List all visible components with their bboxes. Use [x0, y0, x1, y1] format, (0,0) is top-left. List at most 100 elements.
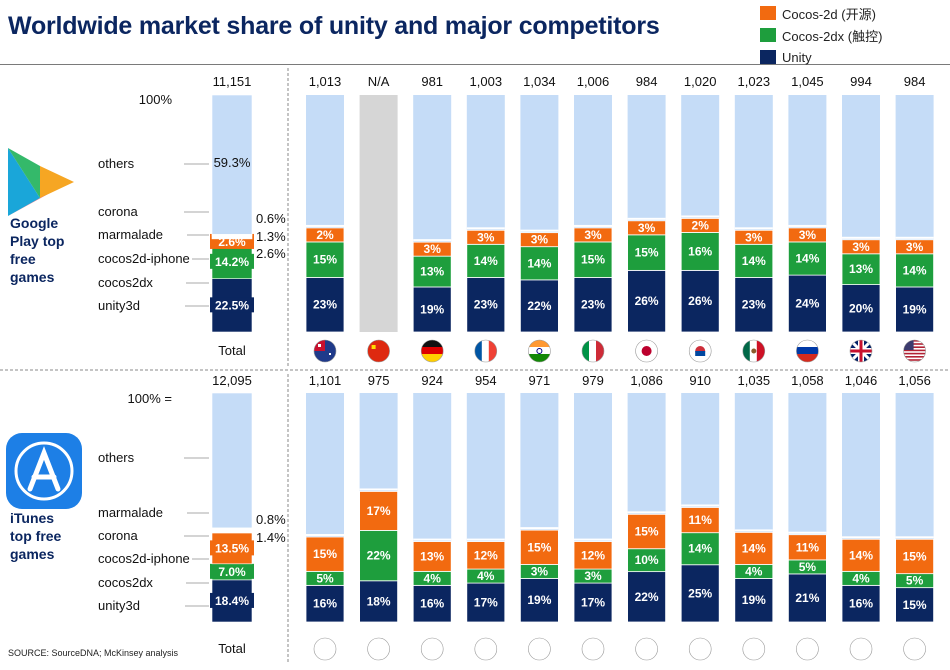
- flag-outline: [903, 637, 926, 661]
- bar-segment-unity: [841, 584, 881, 623]
- flag-outline: [635, 637, 658, 661]
- play-triangle-bottom: [8, 194, 48, 216]
- bar-segment-others-small: [574, 538, 612, 541]
- flag-fill: [796, 340, 819, 362]
- country-count-united-kingdom: 994: [850, 74, 872, 89]
- bar-label-cocos2dx: 15%: [635, 246, 659, 260]
- bar-label-cocos2dx: 13%: [420, 265, 444, 279]
- bar-segment-others-small: [627, 217, 666, 220]
- flag-disc: [642, 644, 652, 654]
- legend: Cocos-2d (开源) Cocos-2dx (触控) Unity: [760, 2, 882, 68]
- bar-label-cocos2dx: 14%: [742, 254, 766, 268]
- bar-label-cocos2dx: 15%: [581, 253, 605, 267]
- bar-label-cocos2d: 3%: [745, 230, 763, 244]
- bar-segment-unity: [680, 269, 720, 333]
- page-title: Worldwide market share of unity and majo…: [8, 12, 660, 40]
- flag-band: [474, 340, 483, 362]
- flag-band: [589, 340, 597, 362]
- bar-label-cocos2dx: 14%: [903, 263, 927, 277]
- flag-outline: [367, 637, 390, 661]
- platform-label-line: top free: [10, 528, 62, 544]
- bar-segment-cocos2dx: [895, 253, 934, 288]
- bar-segment-others-small: [413, 538, 452, 541]
- flag-band: [596, 638, 604, 660]
- country-count-south-korea: 1,020: [684, 74, 717, 89]
- flag-band: [528, 645, 550, 653]
- flag-band: [750, 638, 758, 660]
- flag-stripe: [904, 648, 926, 650]
- flag-band: [489, 638, 497, 660]
- flag-india: [528, 339, 551, 363]
- app-store-glyph: [27, 446, 61, 492]
- flag-outline: [474, 637, 498, 661]
- bar-label-unity: 16%: [313, 597, 337, 611]
- flag-stripe: [903, 356, 926, 358]
- flag-outline: [313, 637, 337, 661]
- platform-label-line: Play top: [10, 233, 64, 249]
- bar-label-cocos2d: 15%: [903, 549, 927, 563]
- flag-band: [488, 340, 497, 362]
- bar-segment-cocos2d: [412, 241, 452, 257]
- bar-segment-unity: [520, 578, 559, 623]
- bar-label-unity: 19%: [527, 593, 551, 607]
- flag-fill: [903, 340, 926, 361]
- bar-label-cocos2d: 12%: [581, 548, 605, 562]
- bar-label-cocos2dx: 5%: [906, 574, 924, 588]
- bar-segment-others-small: [466, 227, 505, 230]
- flag-france: [474, 637, 498, 661]
- bar-segment-unity: [412, 286, 452, 333]
- flag-band: [481, 340, 490, 362]
- bar-label-cocos2d: 15%: [635, 525, 659, 539]
- bar-label-unity: 20%: [849, 301, 873, 315]
- country-count-mexico: 1,035: [738, 373, 771, 388]
- bar-segment-others-small: [842, 236, 880, 239]
- total-label: Total: [218, 641, 246, 656]
- flag-outline: [420, 339, 444, 363]
- legend-item-unity: Unity: [760, 46, 882, 68]
- flag-outline: [581, 637, 605, 661]
- flag-stripe: [903, 343, 926, 345]
- flag-outline: [849, 637, 873, 661]
- flag-wheel: [537, 647, 542, 652]
- legend-label-cocos2dx: Cocos-2dx (触控): [782, 28, 883, 44]
- bar-segment-cocos2dx: [359, 530, 399, 582]
- total-small-label-marmalade: 0.8%: [256, 512, 286, 527]
- flag-cross: [850, 646, 872, 652]
- bar-label-cocos2dx: 16%: [688, 244, 712, 258]
- bar-label-cocos2d: 13%: [420, 549, 444, 563]
- bar-label-cocos2d: 11%: [796, 540, 820, 554]
- flag-stripe: [904, 644, 926, 646]
- bar-segment-unity: [359, 580, 399, 623]
- bar-segment-cocos2dx: [412, 255, 452, 288]
- bar-label-unity: 21%: [795, 591, 819, 605]
- bar-label-unity: 16%: [420, 597, 444, 611]
- bar-segment-cocos2dx: [734, 243, 774, 278]
- flag-band: [796, 347, 819, 355]
- flag-china: [367, 637, 390, 661]
- flag-fill: [367, 340, 390, 362]
- bar-segment-others-small: [895, 236, 934, 239]
- play-triangle-top: [8, 148, 40, 198]
- flag-fill: [582, 340, 604, 362]
- bar-segment-cocos2d: [895, 239, 934, 255]
- flag-australia: [313, 339, 337, 363]
- bar-label-cocos2dx: 14%: [795, 252, 819, 266]
- bar-label-cocos2dx: 3%: [584, 569, 602, 583]
- bar-label-cocos2dx: 4%: [424, 571, 442, 585]
- bar-label-unity: 26%: [688, 294, 712, 308]
- bar-segment-cocos2d: [305, 536, 345, 572]
- category-label-cocos2d-iphone: cocos2d-iphone: [98, 251, 190, 266]
- bar-label-cocos2d: 3%: [799, 228, 817, 242]
- flag-cross-red: [850, 648, 872, 651]
- country-count-united-states: 984: [904, 74, 926, 89]
- flag-band: [528, 347, 551, 355]
- flag-stripe: [903, 346, 926, 348]
- country-count-italy: 1,006: [577, 74, 610, 89]
- bar-segment-others-small: [788, 531, 827, 534]
- flag-stripe: [904, 654, 926, 656]
- flag-fill: [742, 340, 765, 362]
- flag-fill: [528, 340, 551, 362]
- bar-label-unity: 16%: [849, 597, 873, 611]
- country-count-germany: 924: [421, 373, 443, 388]
- bar-segment-cocos2d: [573, 227, 613, 243]
